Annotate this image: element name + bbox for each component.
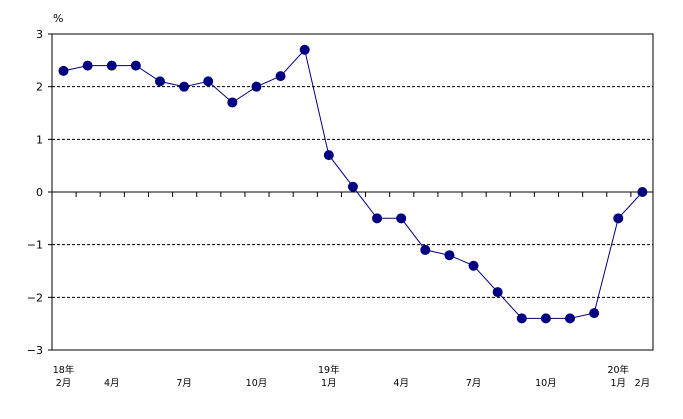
- data-point: [396, 213, 407, 224]
- data-point: [444, 250, 455, 261]
- data-point: [468, 260, 479, 271]
- data-point: [203, 76, 214, 87]
- y-tick-labels: 3 2 1 0 −1 −2 −3: [27, 28, 43, 357]
- data-point: [299, 44, 310, 55]
- data-point: [227, 97, 238, 108]
- data-point: [613, 213, 624, 224]
- data-point: [82, 60, 93, 71]
- y-tick-label: 2: [36, 81, 43, 94]
- x-year-label: 18年: [53, 364, 75, 376]
- x-month-label: 7月: [466, 378, 482, 389]
- x-month-label: 10月: [535, 378, 557, 389]
- data-point: [179, 81, 190, 92]
- x-month-label: 4月: [393, 378, 409, 389]
- y-tick-label: 1: [36, 133, 43, 146]
- y-tick-label: −3: [27, 344, 43, 357]
- data-point: [251, 81, 262, 92]
- y-tick-label: 0: [36, 186, 43, 199]
- data-point: [492, 287, 503, 298]
- data-point: [58, 65, 69, 76]
- x-tick-labels: 18年 2月 4月 7月 10月 19年 1月 4月 7月 10月 20年 1月 2月: [53, 364, 650, 389]
- x-month-label: 2月: [635, 378, 651, 389]
- x-year-label: 20年: [607, 364, 629, 376]
- data-point: [637, 187, 648, 197]
- axes: [48, 33, 653, 351]
- data-point: [516, 313, 527, 324]
- data-series: [58, 44, 648, 324]
- x-month-label: 1月: [610, 378, 626, 389]
- data-point: [323, 150, 334, 161]
- data-point: [420, 244, 431, 255]
- x-month-label: 7月: [176, 378, 192, 389]
- data-point: [130, 60, 141, 71]
- data-point: [589, 308, 600, 319]
- y-tick-label: −1: [27, 239, 43, 252]
- x-month-label: 2月: [56, 378, 72, 389]
- data-point: [372, 213, 383, 224]
- data-point: [275, 71, 286, 82]
- x-month-label: 10月: [246, 378, 268, 389]
- gridlines: [52, 86, 653, 298]
- y-tick-label: −2: [27, 291, 43, 304]
- data-point: [154, 76, 165, 87]
- data-point: [565, 313, 576, 324]
- y-unit-label: %: [53, 12, 63, 25]
- x-month-label: 4月: [104, 378, 120, 389]
- x-month-label: 1月: [321, 378, 337, 389]
- data-point: [106, 60, 117, 71]
- y-tick-label: 3: [36, 28, 43, 41]
- x-year-label: 19年: [318, 364, 340, 376]
- data-point: [540, 313, 551, 324]
- data-point: [347, 181, 358, 192]
